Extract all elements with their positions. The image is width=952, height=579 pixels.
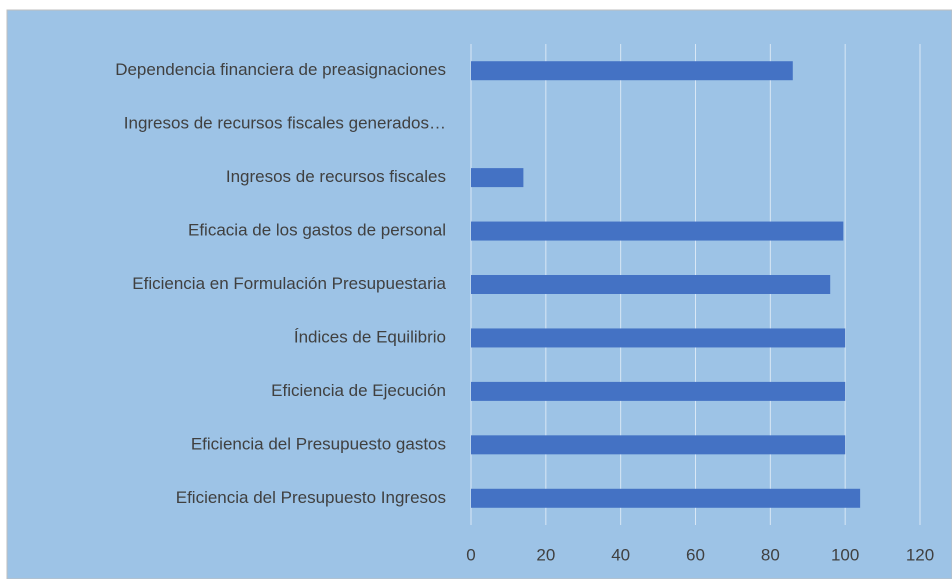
x-tick-label: 0 [466,545,475,564]
y-tick-label: Eficiencia del Presupuesto Ingresos [176,488,446,507]
x-tick-label: 100 [831,545,859,564]
bar [471,381,846,401]
bar [471,488,861,508]
y-tick-label: Eficiencia de Ejecución [271,381,446,400]
y-tick-label: Eficiencia en Formulación Presupuestaria [132,274,446,293]
y-tick-label: Índices de Equilibrio [294,327,446,346]
bar [471,221,844,241]
y-tick-label: Ingresos de recursos fiscales [226,167,446,186]
x-tick-label: 40 [611,545,630,564]
x-tick-label: 120 [906,545,934,564]
bar [471,275,831,294]
bar [471,168,524,188]
y-tick-label: Eficacia de los gastos de personal [188,221,446,240]
bar [471,61,793,81]
x-tick-label: 60 [686,545,705,564]
y-tick-label: Eficiencia del Presupuesto gastos [191,434,446,453]
y-tick-label: Dependencia financiera de preasignacione… [115,60,446,79]
chart-background [6,9,952,579]
x-tick-label: 20 [536,545,555,564]
bar [471,435,846,455]
x-tick-label: 80 [761,545,780,564]
y-tick-label: Ingresos de recursos fiscales generados… [124,114,446,133]
bar [471,328,846,348]
